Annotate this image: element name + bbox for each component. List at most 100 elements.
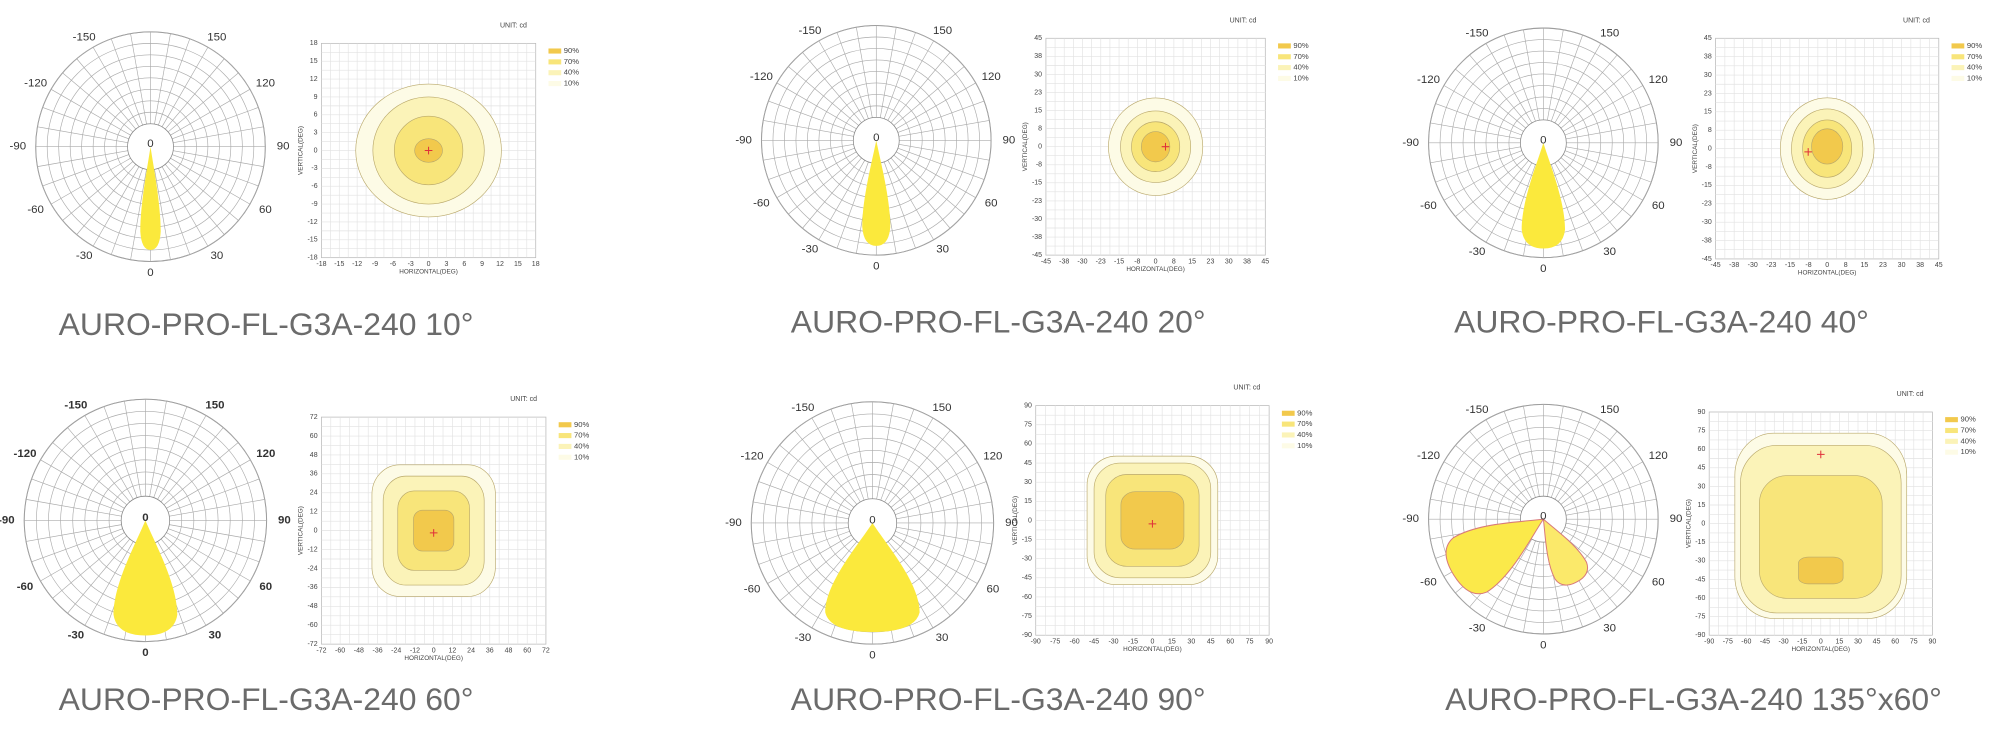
y-tick-label: 18 [310, 40, 318, 47]
contour-level [1141, 131, 1171, 163]
y-tick-label: -48 [307, 603, 317, 610]
legend-swatch [1281, 421, 1295, 427]
x-tick-label: 45 [1935, 262, 1943, 269]
polar-angle-label: -120 [1417, 450, 1440, 462]
contour-level [1759, 475, 1883, 599]
polar-angle-label: -150 [1466, 404, 1489, 416]
legend-swatch [1945, 438, 1958, 444]
x-tick-label: 12 [448, 647, 456, 654]
y-axis-label: VERTICAL(DEG) [1022, 122, 1029, 171]
beam-lobe [1542, 517, 1589, 586]
x-tick-label: 15 [1168, 638, 1176, 645]
polar-ring [1428, 27, 1659, 258]
x-tick-label: -60 [1741, 638, 1751, 645]
x-tick-label: -72 [316, 647, 326, 654]
polar-angle-label: 90 [1005, 517, 1018, 529]
y-tick-label: 48 [310, 452, 318, 459]
y-tick-label: 60 [310, 433, 318, 440]
legend-swatch [1945, 417, 1958, 423]
x-tick-label: -38 [1729, 262, 1739, 269]
isolux-chart: -72 -60 -48 -36 -24 -12 0 12 24 36 48 60 72 -72 -60 -48… [298, 396, 590, 662]
y-tick-label: 90 [1024, 402, 1032, 409]
legend-label: 70% [574, 431, 589, 440]
y-tick-label: 45 [1704, 35, 1712, 42]
polar-angle-label: -90 [10, 141, 27, 153]
y-tick-label: -60 [1022, 594, 1032, 601]
legend-swatch [548, 81, 562, 87]
polar-angle-label: 150 [932, 402, 951, 414]
legend-label: 10% [574, 452, 589, 461]
y-tick-label: -6 [311, 183, 317, 190]
x-tick-label: 72 [542, 647, 550, 654]
polar-angle-label: -60 [753, 197, 770, 209]
y-tick-label: -72 [307, 641, 317, 648]
x-tick-label: -30 [1779, 638, 1789, 645]
polar-angle-label: -30 [1469, 246, 1486, 258]
x-tick-label: -60 [335, 647, 345, 654]
x-tick-label: -60 [1070, 638, 1080, 645]
unit-label: UNIT: cd [510, 396, 537, 403]
polar-angle-label: 120 [983, 451, 1002, 463]
legend-swatch [1278, 75, 1291, 82]
x-tick-label: 38 [1243, 258, 1251, 265]
legend-label: 40% [1960, 436, 1975, 445]
x-tick-label: -15 [1785, 262, 1795, 269]
x-tick-label: -38 [1059, 258, 1069, 265]
y-tick-label: 6 [314, 112, 318, 119]
x-tick-label: 45 [1261, 258, 1269, 265]
polar-angle-label: 0 [869, 650, 875, 662]
polar-angle-label: 90 [278, 514, 291, 526]
x-tick-label: 8 [1172, 258, 1176, 265]
y-tick-label: 38 [1034, 53, 1042, 60]
peak-marker [429, 529, 438, 537]
polar-angle-label: 30 [209, 629, 222, 641]
x-tick-label: 45 [1873, 638, 1881, 645]
unit-label: UNIT: cd [1230, 17, 1257, 24]
y-tick-label: 0 [314, 147, 318, 154]
polar-angle-label: -30 [795, 632, 812, 644]
unit-label: UNIT: cd [1897, 391, 1924, 398]
y-tick-label: 8 [1038, 125, 1042, 132]
legend-swatch [1951, 54, 1965, 60]
polar-diagram: -150 150 -120 120 -90 90 -60 60 -30 30 0 0 [1402, 404, 1682, 652]
y-axis-label: VERTICAL(DEG) [1012, 496, 1019, 545]
polar-angle-label: 0 [147, 267, 153, 279]
y-tick-label: 36 [310, 471, 318, 478]
polar-angle-label: 30 [1603, 246, 1616, 258]
x-tick-label: 18 [532, 261, 540, 268]
legend-swatch [1281, 410, 1295, 416]
y-tick-label: -36 [307, 584, 317, 591]
x-tick-label: 45 [1207, 638, 1215, 645]
x-tick-label: 30 [1898, 262, 1906, 269]
polar-angle-label: 0 [1540, 263, 1546, 275]
legend-label: 40% [564, 68, 579, 77]
x-tick-label: 90 [1265, 638, 1273, 645]
y-tick-label: 45 [1024, 460, 1032, 467]
x-tick-label: 0 [427, 261, 431, 268]
polar-angle-label: -60 [744, 583, 761, 595]
polar-angle-label: 30 [936, 632, 949, 644]
x-tick-label: -90 [1031, 638, 1041, 645]
y-tick-label: -30 [1702, 219, 1712, 226]
legend-swatch [558, 433, 572, 439]
x-tick-label: 15 [1188, 258, 1196, 265]
beam-lobe [113, 520, 178, 636]
x-tick-label: 15 [1860, 262, 1868, 269]
polar-angle-label: -90 [1402, 513, 1419, 525]
polar-center-label: 0 [869, 514, 875, 526]
legend-label: 40% [574, 441, 589, 450]
legend-label: 70% [564, 57, 579, 66]
legend-swatch [558, 443, 572, 449]
y-tick-label: -75 [1022, 613, 1032, 620]
polar-ring [23, 398, 267, 642]
x-tick-label: 23 [1879, 262, 1887, 269]
polar-angle-label: 120 [982, 71, 1001, 83]
y-tick-label: -15 [1032, 180, 1042, 187]
polar-angle-label: -120 [1417, 74, 1440, 86]
y-tick-label: 90 [1698, 409, 1706, 416]
peak-marker [1148, 520, 1157, 528]
polar-angle-label: 0 [142, 647, 148, 659]
